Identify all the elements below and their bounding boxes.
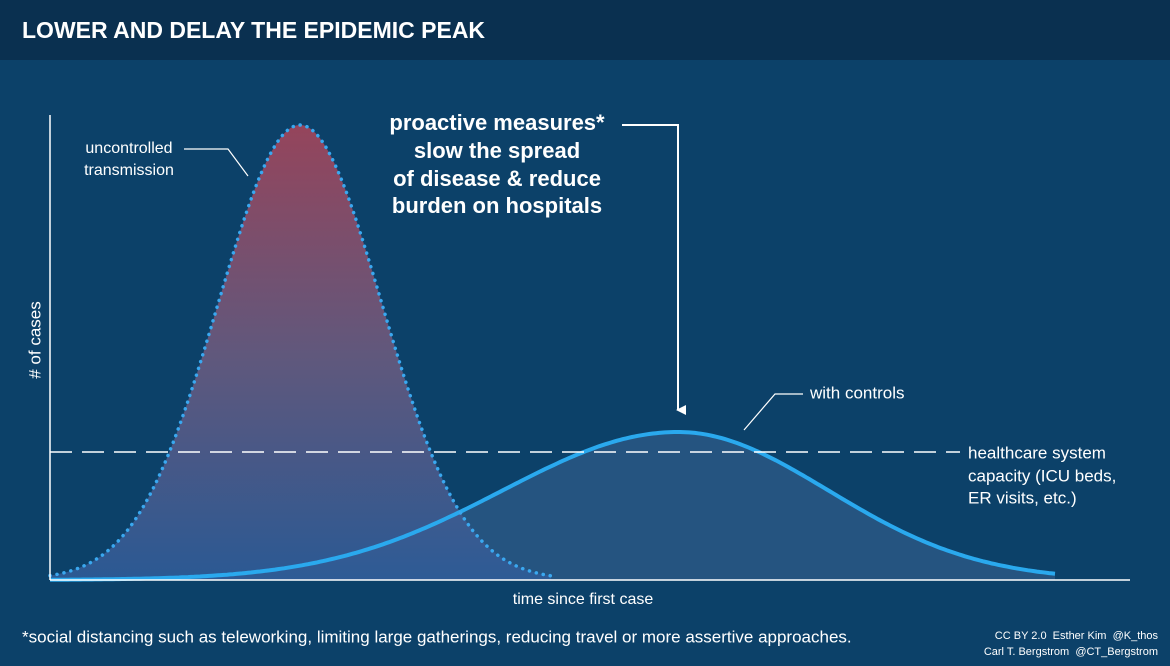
title: LOWER AND DELAY THE EPIDEMIC PEAK — [22, 17, 485, 43]
annotation-line: uncontrolled — [85, 140, 172, 157]
controlled-area — [50, 432, 1055, 580]
x-axis-label: time since first case — [513, 591, 654, 608]
header-band — [0, 0, 1170, 60]
leader-line — [743, 393, 803, 431]
uncontrolled-area — [50, 125, 551, 580]
annotation-line: proactive measures* — [389, 110, 605, 135]
credit: CC BY 2.0 Esther Kim @K_thos — [995, 630, 1159, 642]
annotation-line: transmission — [84, 162, 174, 179]
arrow — [622, 124, 686, 415]
annotation-line: slow the spread — [414, 138, 580, 163]
controlled-curve — [49, 430, 1056, 582]
annotation-line: ER visits, etc.) — [968, 488, 1077, 507]
footnote: *social distancing such as teleworking, … — [22, 627, 852, 646]
annotation: with controls — [809, 383, 904, 402]
annotation-line: capacity (ICU beds, — [968, 466, 1116, 485]
annotation-line: burden on hospitals — [392, 193, 602, 218]
leader-line — [184, 148, 249, 177]
annotation-line: healthcare system — [968, 443, 1106, 462]
uncontrolled-curve — [48, 123, 553, 578]
credit: Carl T. Bergstrom @CT_Bergstrom — [984, 646, 1158, 658]
y-axis-label: # of cases — [25, 301, 44, 379]
annotation-line: of disease & reduce — [393, 166, 601, 191]
